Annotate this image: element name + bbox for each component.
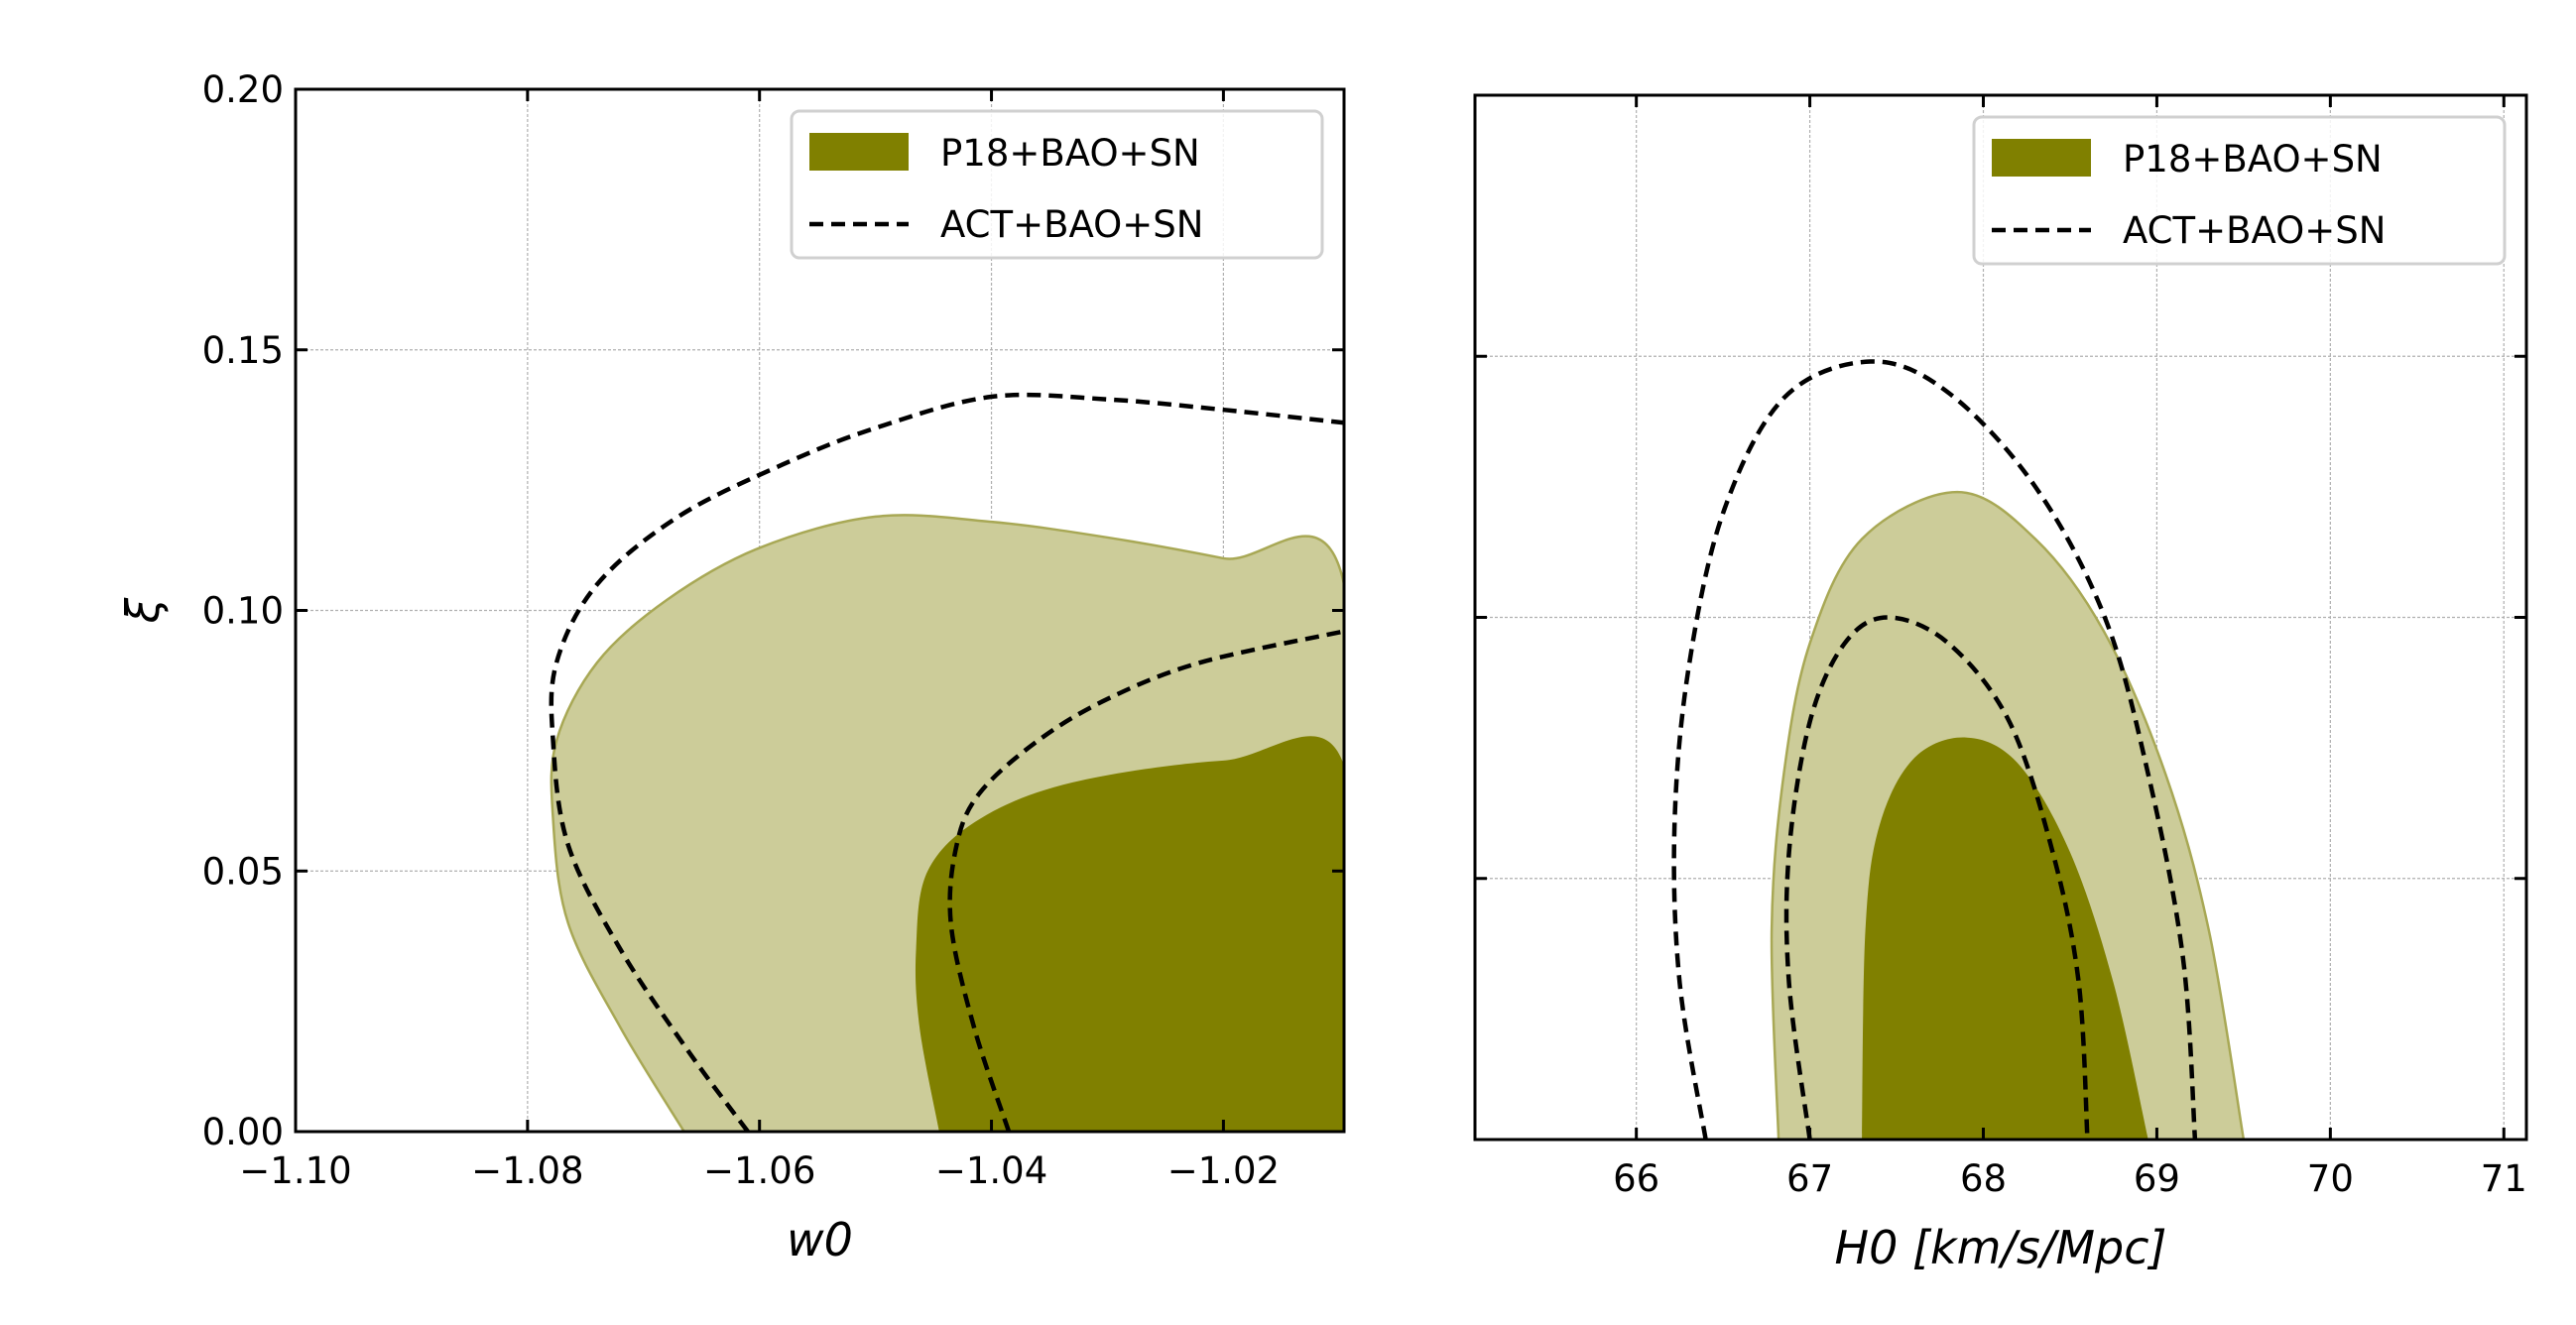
y-tick-label: 0.10 [202, 590, 284, 633]
h0-xi-panel: 66 67 68 69 70 71 H0 [km/s/Mpc] P18+BAO+SN ACT+B… [1473, 93, 2528, 1274]
x-tick-label: 69 [2134, 1157, 2180, 1200]
y-tick-label: 0.00 [202, 1111, 284, 1153]
legend: P18+BAO+SN ACT+BAO+SN [790, 109, 1324, 260]
contours [549, 392, 1344, 1132]
y-tick-label: 0.20 [202, 68, 284, 111]
legend-box [790, 109, 1324, 260]
contour-p18-1sigma [915, 736, 1344, 1132]
legend-swatch-p18 [809, 133, 909, 171]
contour-act-2sigma [549, 392, 1344, 1132]
legend-box [1972, 115, 2507, 266]
x-tick-label: −1.02 [1167, 1149, 1280, 1192]
legend-label-p18: P18+BAO+SN [2123, 138, 2383, 181]
legend-label-act: ACT+BAO+SN [2123, 209, 2386, 252]
x-tick-label: −1.08 [471, 1149, 583, 1192]
w0-xi-panel: −1.10 −1.08 −1.06 −1.04 −1.02 0.00 0.05 0.10 0.1… [116, 68, 1346, 1266]
contour-act-1sigma [1783, 615, 2090, 1140]
x-tick-label: 71 [2481, 1157, 2527, 1200]
y-tick-label: 0.05 [202, 850, 284, 893]
contour-act-1sigma [947, 629, 1344, 1132]
x-tick-label: 70 [2307, 1157, 2354, 1200]
contour-p18-1sigma [1862, 737, 2148, 1140]
contour-act-2sigma [1671, 359, 2198, 1140]
x-axis-label: w0 [787, 1213, 853, 1266]
x-tick-label: 67 [1786, 1157, 1833, 1200]
legend-label-act: ACT+BAO+SN [940, 203, 1203, 246]
legend-swatch-p18 [1992, 139, 2091, 177]
contours [1671, 359, 2246, 1140]
x-tick-label: −1.10 [239, 1149, 351, 1192]
y-tick-label: 0.15 [202, 329, 284, 372]
x-tick-label: 66 [1613, 1157, 1659, 1200]
x-axis-label: H0 [km/s/Mpc] [1835, 1221, 2167, 1274]
legend-label-p18: P18+BAO+SN [940, 132, 1200, 175]
y-axis-label: ξ [116, 597, 170, 624]
legend: P18+BAO+SN ACT+BAO+SN [1972, 115, 2507, 266]
x-tick-label: 68 [1960, 1157, 2007, 1200]
x-tick-label: −1.04 [935, 1149, 1047, 1192]
x-tick-label: −1.06 [703, 1149, 815, 1192]
